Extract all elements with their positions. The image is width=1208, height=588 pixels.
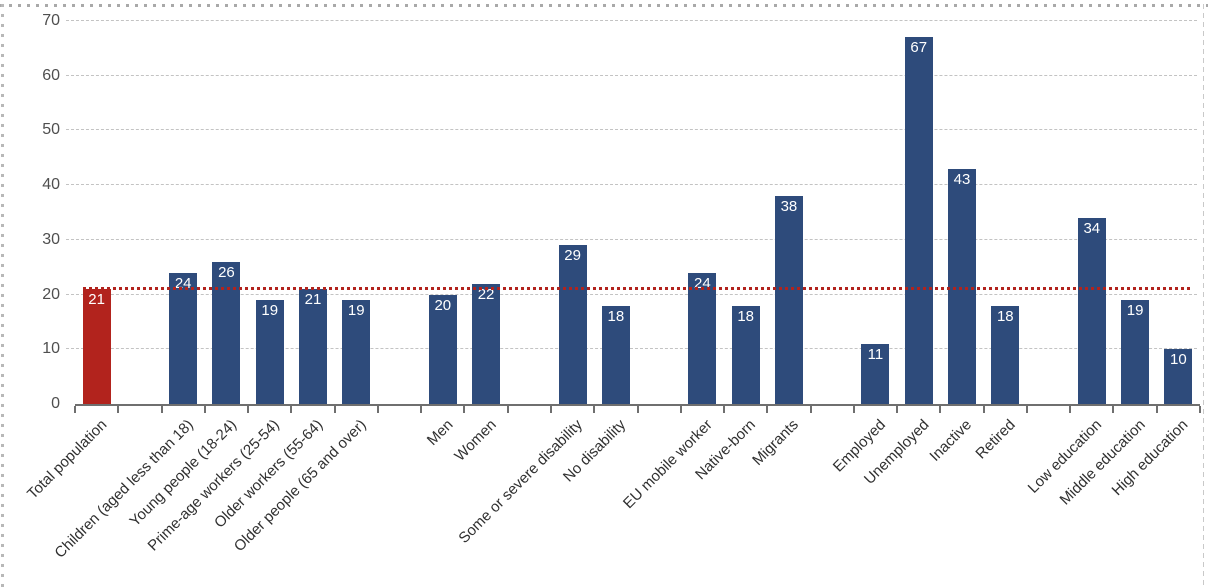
bar-value-label: 18 [996,307,1014,325]
x-axis-tick [636,406,639,413]
y-tick-label: 50 [42,121,60,139]
x-category-label: Women [450,416,500,465]
x-axis-tick [1025,406,1028,413]
gridline-y70 [66,20,1197,21]
x-axis-tick [203,406,206,413]
y-tick-label: 30 [42,230,60,248]
bar-eu-mobile-worker: 24 [688,272,717,404]
bar-value-label: 21 [88,291,105,309]
x-axis-tick [549,406,552,413]
x-axis-tick [333,406,336,413]
bar-value-label: 18 [737,307,755,325]
reference-line-total-population [82,287,1190,291]
frame-border-top-dotted [0,4,1208,7]
bar-value-label: 29 [564,247,581,265]
bar-value-label: 26 [218,263,235,281]
bar-value-label: 18 [607,307,625,325]
x-axis-tick [506,406,509,413]
x-axis-tick [852,406,855,413]
bar-young-people-18-24: 26 [212,261,241,404]
x-category-label: Men [423,416,457,449]
bar-employed: 11 [861,343,890,404]
x-axis-tick [463,406,466,413]
x-category-label: Retired [972,416,1019,463]
x-category-label: Total population [23,416,110,503]
x-axis-tick [1069,406,1072,413]
bar-no-disability: 18 [601,305,630,404]
bar-unemployed: 67 [904,37,933,404]
bar-retired: 18 [991,305,1020,404]
x-axis-tick [982,406,985,413]
gridline-y60 [66,74,1197,76]
bar-older-workers-55-64: 21 [298,289,327,404]
x-axis-tick [420,406,423,413]
y-tick-label: 0 [51,395,60,412]
frame-border-right-dashed [1203,4,1204,588]
bar-value-label: 21 [304,291,322,309]
gridline-y30 [66,238,1197,240]
bar-high-education: 10 [1164,349,1193,404]
bar-older-people-65-and-over: 19 [342,300,371,404]
bar-value-label: 34 [1083,219,1101,237]
x-axis-tick [1155,406,1158,413]
bar-migrants: 38 [774,196,803,404]
bar-value-label: 11 [867,345,884,363]
bar-men: 20 [428,294,457,404]
y-tick-label: 10 [42,340,60,358]
x-category-label: Inactive [926,416,976,465]
bar-some-or-severe-disability: 29 [558,245,587,404]
x-axis-tick [939,406,942,413]
bar-value-label: 38 [780,198,798,216]
x-axis-tick [376,406,379,413]
bar-middle-education: 19 [1121,300,1150,404]
gridline-y20 [66,293,1197,295]
gridline-y50 [66,129,1197,131]
bar-value-label: 19 [261,302,279,320]
x-axis-tick [1199,406,1201,413]
gridline-y40 [66,184,1197,186]
x-axis-tick [723,406,726,413]
x-axis-tick [117,406,120,413]
bar-value-label: 20 [434,296,452,314]
y-tick-label: 70 [42,12,60,29]
x-axis-line [75,404,1200,406]
x-axis-tick [160,406,163,413]
bar-total-population: 21 [82,289,111,404]
frame-border-left-dotted [1,4,4,588]
bar-women: 22 [472,283,501,404]
x-category-label: Low education [1024,416,1106,497]
x-axis-tick [896,406,899,413]
bar-value-label: 43 [953,170,971,188]
bar-value-label: 10 [1170,351,1187,369]
x-axis-tick [247,406,250,413]
x-axis-tick [74,406,76,413]
x-axis-tick [1112,406,1115,413]
bar-value-label: 19 [1126,302,1144,320]
bar-native-born: 18 [731,305,760,404]
bar-children-aged-less-than-18: 24 [169,272,198,404]
x-axis-tick [766,406,769,413]
bar-value-label: 19 [347,302,365,320]
y-tick-label: 40 [42,176,60,194]
bar-prime-age-workers-25-54: 19 [255,300,284,404]
x-axis-tick [809,406,812,413]
x-axis-tick [593,406,596,413]
bar-inactive: 43 [948,168,977,404]
bar-low-education: 34 [1077,217,1106,404]
bar-value-label: 67 [910,39,928,57]
x-axis-tick [290,406,293,413]
x-category-label: Migrants [749,416,803,469]
y-tick-label: 20 [42,285,60,303]
gridline-y10 [66,348,1197,350]
y-tick-label: 60 [42,66,60,84]
x-axis-tick [679,406,682,413]
